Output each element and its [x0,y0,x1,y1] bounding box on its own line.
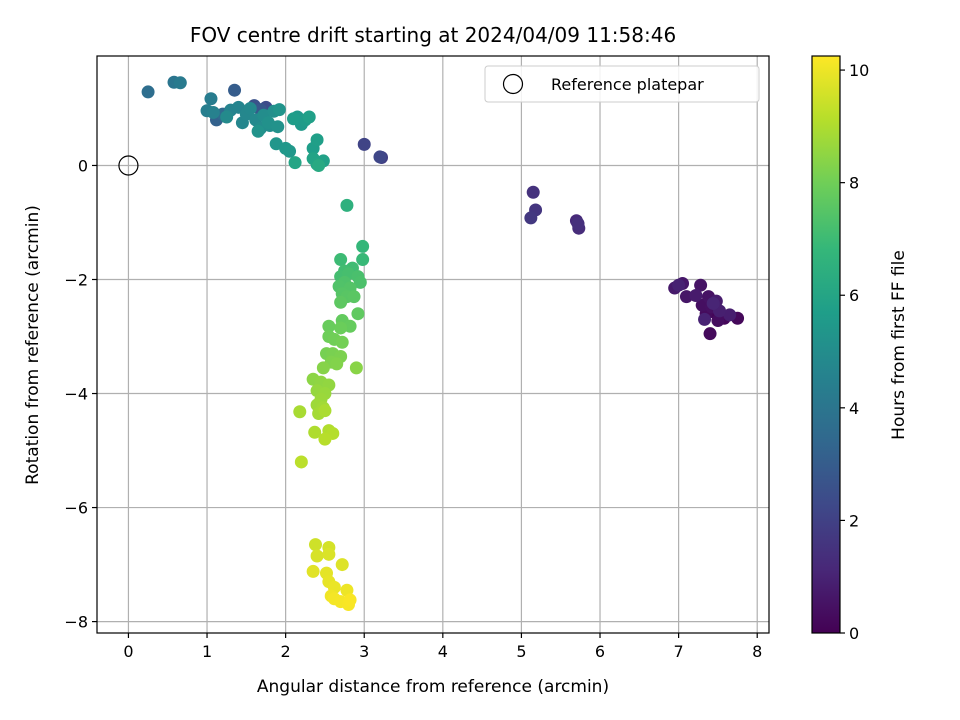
data-point [526,185,540,199]
data-point [347,290,361,304]
data-point [204,92,218,106]
data-point [689,288,703,302]
legend-entry-label: Reference platepar [551,75,704,94]
data-point [302,110,316,124]
legend-box [484,65,760,103]
data-point [286,112,300,126]
x-axis-ticks: 0 1 2 3 4 5 6 7 8 [123,633,762,661]
grid-lines [97,56,769,633]
data-point [308,538,322,552]
chart-title: FOV centre drift starting at 2024/04/09 … [190,23,676,47]
data-point [694,278,708,292]
colorbar-label: Hours from first FF file [889,250,909,440]
data-point [698,312,712,326]
y-tick-label: −2 [64,271,88,290]
data-point [318,432,332,446]
x-tick-label: 0 [123,642,133,661]
data-point [272,103,286,117]
data-point [288,156,302,170]
data-point [343,593,357,607]
y-tick-label: −8 [64,613,88,632]
data-point [220,110,234,124]
data-point [294,455,308,469]
x-tick-label: 2 [281,642,291,661]
colorbar-tick-label: 4 [849,399,859,418]
data-point [316,361,330,375]
data-point [173,76,187,90]
x-tick-label: 1 [202,642,212,661]
x-tick-label: 6 [595,642,605,661]
data-point [703,327,717,341]
data-points [141,75,745,611]
x-tick-label: 4 [438,642,448,661]
plot-frame [96,55,770,634]
colorbar-tick-label: 10 [849,61,869,80]
data-point [206,105,220,119]
y-axis-label: Rotation from reference (arcmin) [23,205,43,485]
data-point [356,239,370,253]
data-point [322,547,336,561]
legend-marker-open-circle [502,73,524,95]
colorbar: 0 2 4 6 8 10 Hours from first FF file [811,55,909,643]
y-tick-label: 0 [78,156,88,175]
data-point [334,253,348,267]
x-tick-label: 5 [516,642,526,661]
colorbar-gradient [812,56,840,633]
data-point [334,321,348,335]
data-point [310,133,324,147]
data-point [711,314,725,328]
x-tick-label: 7 [674,642,684,661]
data-point [271,120,285,134]
data-point [318,404,332,418]
y-axis-ticks: 0 −2 −4 −6 −8 [64,156,97,632]
colorbar-tick-label: 0 [849,624,859,643]
colorbar-tick-label: 8 [849,174,859,193]
data-point [335,558,349,572]
data-point [335,335,349,349]
data-point [679,290,693,304]
data-point [243,101,257,115]
data-point [353,275,367,289]
y-tick-label: −4 [64,385,88,404]
data-point [351,307,365,321]
x-tick-label: 3 [359,642,369,661]
legend: Reference platepar [484,65,760,103]
colorbar-frame [811,55,841,634]
data-point [524,211,538,225]
colorbar-tick-label: 2 [849,511,859,530]
data-point [357,137,371,151]
data-point [349,361,363,375]
data-point [330,357,344,371]
data-point [571,217,585,231]
data-point [141,85,155,99]
data-point [373,150,387,164]
data-point [706,296,720,310]
data-point [251,124,265,138]
x-tick-label: 8 [752,642,762,661]
reference-marker-layer [118,155,139,176]
data-point [340,198,354,212]
colorbar-tick-label: 6 [849,286,859,305]
data-point [308,425,322,439]
data-point [312,158,326,172]
data-point [322,319,336,333]
data-point [334,295,348,309]
data-point [306,564,320,578]
data-point [293,405,307,419]
data-point [228,83,242,97]
data-point [356,253,370,267]
data-point [283,144,297,158]
y-tick-label: −6 [64,499,88,518]
data-point [723,308,737,322]
data-point [310,549,324,563]
reference-platepar-marker [118,155,139,176]
colorbar-ticks: 0 2 4 6 8 10 [840,61,869,643]
data-point [672,278,686,292]
x-axis-label: Angular distance from reference (arcmin) [257,677,609,697]
